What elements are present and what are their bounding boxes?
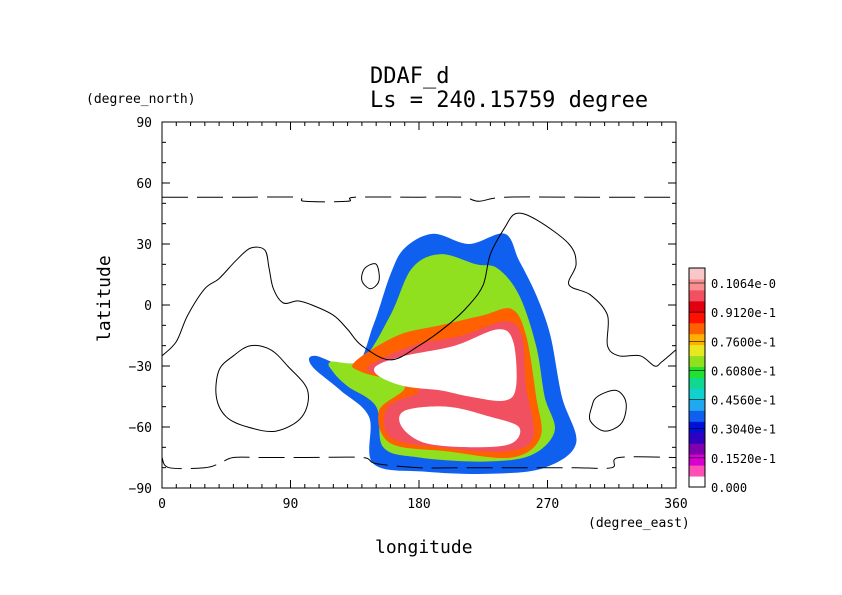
colorbar-swatch-19 — [689, 268, 705, 280]
colorbar-label-4: 0.6080e-1 — [711, 364, 776, 378]
color-region-6 — [399, 406, 521, 448]
colorbar-swatch-7 — [689, 399, 705, 411]
colorbar-label-7: 0.1064e-0 — [711, 277, 776, 291]
contour-line-2 — [215, 344, 309, 433]
colorbar-swatch-2 — [689, 454, 705, 466]
y-tick-label-6: −90 — [129, 482, 152, 497]
contour-layer — [162, 196, 676, 470]
y-axis-label: latitude — [94, 255, 115, 342]
colorbar-swatch-12 — [689, 344, 705, 357]
colorbar-label-6: 0.9120e-1 — [711, 306, 776, 320]
y-tick-label-4: −30 — [129, 360, 152, 375]
x-tick-label-360: 360 — [664, 497, 687, 512]
y-units-label: (degree_north) — [86, 92, 196, 107]
colorbar-label-3: 0.4560e-1 — [711, 394, 776, 408]
y-tick-label-0: 90 — [136, 116, 152, 131]
dashed-contour-6 — [162, 456, 676, 470]
colorbar-swatch-4 — [689, 432, 705, 444]
colorbar-swatch-1 — [689, 465, 705, 477]
colorbar-swatch-11 — [689, 355, 705, 368]
contour-line-1 — [162, 212, 676, 367]
colorbar-swatch-8 — [689, 388, 705, 400]
x-tick-label-0: 0 — [158, 497, 166, 512]
colorbar-swatch-14 — [689, 322, 705, 335]
colorbar-swatch-13 — [689, 333, 705, 346]
x-tick-label-270: 270 — [536, 497, 559, 512]
y-tick-label-5: −60 — [129, 421, 152, 436]
x-units-label: (degree_east) — [588, 516, 690, 531]
colorbar-swatch-17 — [689, 289, 705, 302]
colorbar-swatch-18 — [689, 278, 705, 291]
chart-title: DDAF_d — [370, 64, 449, 89]
colorbar: 0.000 0.1520e-1 0.3040e-1 0.4560e-1 0.6080e-… — [688, 267, 776, 495]
colorbar-swatch-15 — [689, 311, 705, 324]
colorbar-swatch-0 — [689, 476, 705, 488]
colorbar-swatch-5 — [689, 421, 705, 433]
colorbar-swatch-10 — [689, 366, 705, 378]
y-tick-label-2: 30 — [136, 238, 152, 253]
colorbar-swatch-16 — [689, 300, 705, 313]
y-axis: 90 60 30 0 −30 −60 −90 — [129, 116, 676, 497]
colorbar-swatch-6 — [689, 410, 705, 422]
contour-line-4 — [361, 263, 380, 290]
x-tick-label-90: 90 — [283, 497, 299, 512]
colorbar-label-5: 0.7600e-1 — [711, 335, 776, 349]
colorbar-swatch-3 — [689, 443, 705, 455]
colorbar-label-1: 0.1520e-1 — [711, 452, 776, 466]
color-region-5 — [373, 329, 517, 402]
y-tick-label-3: 0 — [144, 299, 152, 314]
colorbar-swatch-9 — [689, 377, 705, 389]
color-fill-layer — [308, 233, 577, 474]
x-axis: 0 90 180 270 360 — [158, 122, 688, 512]
chart-subtitle: Ls = 240.15759 degree — [370, 88, 648, 113]
colorbar-label-0: 0.000 — [711, 481, 747, 495]
colorbar-label-2: 0.3040e-1 — [711, 423, 776, 437]
y-tick-label-1: 60 — [136, 177, 152, 192]
contour-line-3 — [588, 389, 627, 432]
dashed-contour-5 — [162, 196, 676, 203]
x-tick-label-180: 180 — [407, 497, 430, 512]
x-axis-label: longitude — [375, 537, 473, 558]
